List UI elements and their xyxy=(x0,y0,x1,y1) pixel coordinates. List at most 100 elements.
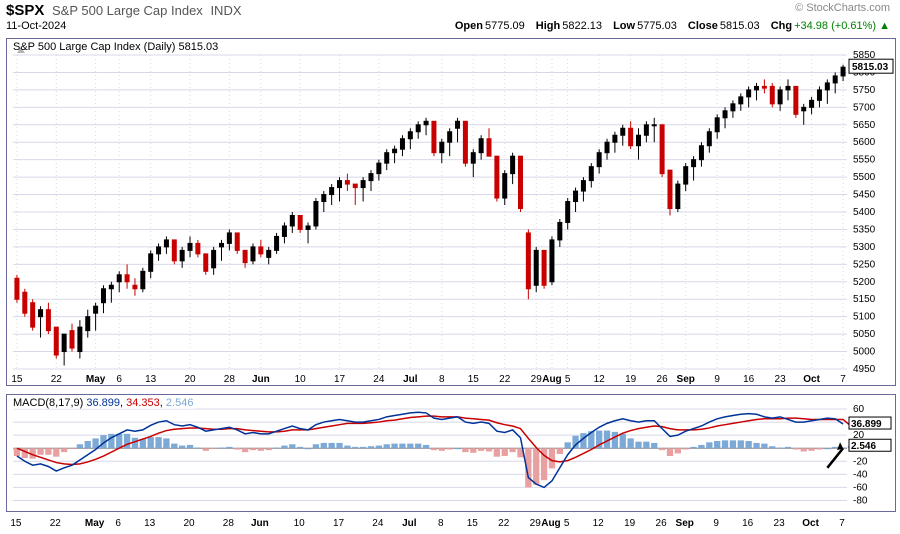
svg-text:5600: 5600 xyxy=(853,137,876,148)
svg-text:7: 7 xyxy=(839,518,845,529)
svg-text:19: 19 xyxy=(624,518,636,529)
svg-text:8: 8 xyxy=(438,518,444,529)
ticker-symbol: $SPX xyxy=(6,2,44,19)
svg-text:-20: -20 xyxy=(853,456,868,467)
svg-text:12: 12 xyxy=(594,374,606,385)
svg-text:5700: 5700 xyxy=(853,102,876,113)
svg-text:16: 16 xyxy=(743,374,755,385)
macd-title-text: MACD(8,17,9) xyxy=(13,397,83,409)
stock-chart: $SPX S&P 500 Large Cap Index INDX © Stoc… xyxy=(0,0,900,534)
svg-text:May: May xyxy=(85,518,105,529)
svg-text:5100: 5100 xyxy=(853,312,876,323)
price-title-text: S&P 500 Large Cap Index (Daily) xyxy=(13,41,175,53)
macd-pane-title: MACD(8,17,9) 36.899, 34.353, 2.546 xyxy=(11,397,195,409)
svg-text:23: 23 xyxy=(774,518,786,529)
svg-text:5: 5 xyxy=(565,374,571,385)
low-value: 5775.03 xyxy=(637,20,677,32)
xaxis-bottom: 1522May6132028Jun101724Jul8152229Aug5121… xyxy=(6,514,894,530)
svg-text:8: 8 xyxy=(439,374,445,385)
chart-subheader: 11-Oct-2024 Open5775.09 High5822.13 Low5… xyxy=(6,20,894,36)
svg-text:28: 28 xyxy=(224,374,236,385)
svg-text:22: 22 xyxy=(51,374,63,385)
svg-text:5650: 5650 xyxy=(853,120,876,131)
ticker-name: S&P 500 Large Cap Index xyxy=(52,3,203,18)
close-label: Close xyxy=(688,20,718,32)
macd-hist-value: 2.546 xyxy=(166,397,194,409)
svg-text:6: 6 xyxy=(116,374,122,385)
svg-text:-60: -60 xyxy=(853,482,868,493)
svg-text:5750: 5750 xyxy=(853,85,876,96)
svg-text:4950: 4950 xyxy=(853,364,876,375)
svg-text:5550: 5550 xyxy=(853,155,876,166)
svg-text:24: 24 xyxy=(373,374,385,385)
svg-text:Jul: Jul xyxy=(402,518,417,529)
svg-text:10: 10 xyxy=(295,374,307,385)
macd-value: 36.899 xyxy=(86,397,120,409)
high-value: 5822.13 xyxy=(562,20,602,32)
svg-text:15: 15 xyxy=(468,374,480,385)
svg-text:5815.03: 5815.03 xyxy=(852,62,889,73)
svg-text:Oct: Oct xyxy=(803,374,820,385)
svg-text:22: 22 xyxy=(499,374,511,385)
svg-text:16: 16 xyxy=(742,518,754,529)
svg-text:10: 10 xyxy=(294,518,306,529)
svg-text:5150: 5150 xyxy=(853,294,876,305)
svg-text:Jun: Jun xyxy=(251,518,269,529)
svg-text:23: 23 xyxy=(775,374,787,385)
macd-svg: 6040200-20-40-60-8036.8992.546 xyxy=(7,395,895,511)
svg-text:6: 6 xyxy=(115,518,121,529)
price-svg: 4950500050505100515052005250530053505400… xyxy=(7,39,895,385)
low-label: Low xyxy=(613,20,635,32)
chart-date: 11-Oct-2024 xyxy=(6,20,66,32)
svg-text:9: 9 xyxy=(714,374,720,385)
high-label: High xyxy=(536,20,560,32)
svg-text:2.546: 2.546 xyxy=(851,441,876,452)
svg-text:15: 15 xyxy=(10,518,22,529)
svg-text:13: 13 xyxy=(145,374,157,385)
svg-text:Aug: Aug xyxy=(541,518,560,529)
xaxis-svg: 1522May6132028Jun101724Jul8152229Aug5121… xyxy=(6,514,894,530)
svg-text:5250: 5250 xyxy=(853,259,876,270)
open-value: 5775.09 xyxy=(485,20,525,32)
quote-line: Open5775.09 High5822.13 Low5775.03 Close… xyxy=(447,20,890,32)
svg-text:60: 60 xyxy=(853,404,865,415)
svg-text:5450: 5450 xyxy=(853,190,876,201)
svg-text:17: 17 xyxy=(334,374,346,385)
svg-text:5300: 5300 xyxy=(853,242,876,253)
close-value: 5815.03 xyxy=(720,20,760,32)
svg-text:12: 12 xyxy=(593,518,605,529)
svg-text:-80: -80 xyxy=(853,495,868,506)
svg-text:5500: 5500 xyxy=(853,172,876,183)
svg-text:Jun: Jun xyxy=(252,374,270,385)
source-label: © StockCharts.com xyxy=(795,2,890,14)
chg-label: Chg xyxy=(771,20,792,32)
svg-text:22: 22 xyxy=(50,518,62,529)
svg-text:22: 22 xyxy=(498,518,510,529)
svg-text:May: May xyxy=(86,374,106,385)
price-title-value: 5815.03 xyxy=(179,41,219,53)
macd-pane: MACD(8,17,9) 36.899, 34.353, 2.546 60402… xyxy=(6,394,896,512)
svg-text:5: 5 xyxy=(564,518,570,529)
svg-text:20: 20 xyxy=(183,518,195,529)
svg-text:Jul: Jul xyxy=(403,374,418,385)
svg-text:9: 9 xyxy=(713,518,719,529)
svg-text:5000: 5000 xyxy=(853,347,876,358)
svg-text:13: 13 xyxy=(144,518,156,529)
price-pane: S&P 500 Large Cap Index (Daily) 5815.03 … xyxy=(6,38,896,386)
svg-text:36.899: 36.899 xyxy=(851,419,882,430)
svg-text:26: 26 xyxy=(656,518,668,529)
svg-text:24: 24 xyxy=(372,518,384,529)
ticker-type: INDX xyxy=(210,3,241,18)
svg-text:Sep: Sep xyxy=(676,518,694,529)
svg-text:Oct: Oct xyxy=(802,518,819,529)
svg-text:26: 26 xyxy=(657,374,669,385)
chg-value: +34.98 (+0.61%) xyxy=(794,20,876,32)
up-arrow-icon: ▲ xyxy=(879,20,890,32)
svg-text:Aug: Aug xyxy=(542,374,561,385)
svg-text:5350: 5350 xyxy=(853,224,876,235)
svg-text:15: 15 xyxy=(11,374,23,385)
svg-text:29: 29 xyxy=(530,518,542,529)
svg-text:5050: 5050 xyxy=(853,329,876,340)
svg-text:Sep: Sep xyxy=(677,374,695,385)
open-label: Open xyxy=(455,20,483,32)
